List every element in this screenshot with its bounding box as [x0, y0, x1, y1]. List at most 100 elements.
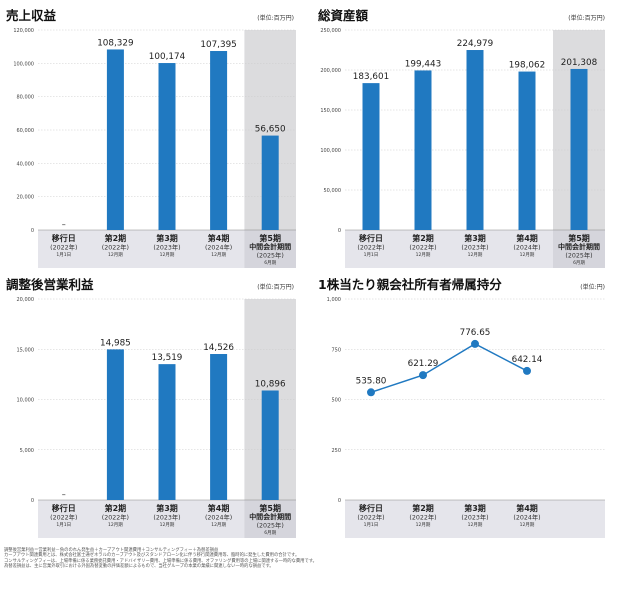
x-tick-month: 12月期 — [160, 252, 175, 258]
y-tick-label: 0 — [338, 228, 341, 234]
y-tick-label: 150,000 — [320, 108, 341, 114]
y-tick-label: 200,000 — [320, 68, 341, 74]
x-tick-period2: 中間会計期間 — [249, 512, 291, 521]
x-tick-month: 12月期 — [211, 252, 226, 258]
x-axis-band — [38, 230, 296, 268]
x-tick-month: 12月期 — [416, 522, 431, 528]
footnote-line: カーブアウト関連費用とは、株式会社富士通ゼネラルのカーブアウト及びスタンドアロー… — [4, 553, 300, 559]
series-line — [370, 343, 528, 394]
data-label: 183,601 — [353, 72, 389, 82]
x-tick-month: 1月1日 — [56, 252, 71, 258]
data-label: 14,985 — [100, 338, 131, 348]
x-tick-month: 12月期 — [416, 252, 431, 258]
bar — [158, 63, 176, 230]
x-tick-month: 12月期 — [108, 252, 123, 258]
chart-unit: (単位:円) — [580, 283, 605, 291]
data-label: 14,526 — [203, 343, 234, 353]
x-tick-year: (2025年) — [565, 251, 592, 260]
x-tick-period: 第2期 — [412, 503, 434, 513]
x-tick-period: 第3期 — [156, 503, 178, 513]
x-tick-period: 第4期 — [516, 233, 538, 243]
data-label: 535.80 — [356, 376, 387, 386]
x-tick-period2: 中間会計期間 — [249, 242, 291, 251]
data-label: 642.14 — [512, 355, 543, 365]
x-tick-period: 第3期 — [464, 233, 486, 243]
footnote: 調整後営業利益＝営業利益－負ののれん発生益＋カーブアウト関連費用＋コンサルティン… — [4, 548, 624, 569]
data-label: 621.29 — [408, 359, 439, 369]
bar — [261, 390, 279, 500]
bar — [210, 51, 228, 231]
y-tick-label: 500 — [331, 398, 341, 404]
bar — [210, 354, 228, 500]
y-tick-label: 50,000 — [324, 188, 342, 194]
bar — [158, 364, 176, 500]
x-tick-period: 第2期 — [412, 233, 434, 243]
x-tick-year: (2022年) — [102, 243, 129, 252]
x-tick-year: (2024年) — [513, 243, 540, 252]
data-label: – — [62, 220, 66, 229]
y-tick-label: 100,000 — [13, 61, 34, 67]
x-tick-period: 第5期 — [259, 503, 281, 513]
y-tick-label: 80,000 — [17, 95, 35, 101]
y-tick-label: 250 — [331, 448, 341, 454]
data-label: 198,062 — [509, 61, 545, 71]
bar — [106, 49, 124, 231]
y-tick-label: 0 — [31, 228, 34, 234]
x-tick-month: 12月期 — [520, 252, 535, 258]
x-tick-period: 第5期 — [568, 233, 590, 243]
x-tick-month: 12月期 — [211, 522, 226, 528]
y-tick-label: 60,000 — [17, 128, 35, 134]
x-tick-period: 移行日 — [359, 233, 383, 243]
y-tick-label: 100,000 — [320, 148, 341, 154]
chart-3: 1株当たり親会社所有者帰属持分 (単位:円)02505007501,000移行日(… — [318, 277, 605, 538]
x-tick-year: (2022年) — [409, 513, 436, 522]
x-tick-period: 移行日 — [52, 503, 76, 513]
x-tick-year: (2022年) — [357, 243, 384, 252]
y-tick-label: 20,000 — [17, 297, 35, 303]
x-tick-period: 第4期 — [208, 503, 230, 513]
footnote-line: コンサルティングフィーは、上場準備に係る業務委託費用・アドバイザリー費用、上場準… — [4, 558, 317, 564]
bar — [414, 70, 432, 230]
y-tick-label: 5,000 — [20, 448, 34, 454]
bar — [518, 71, 536, 230]
chart-unit: (単位:百万円) — [568, 14, 605, 22]
data-label: 108,329 — [97, 38, 133, 48]
data-label: – — [62, 490, 66, 499]
bar — [106, 349, 124, 500]
y-tick-label: 1,000 — [327, 297, 341, 303]
chart-title: 売上収益 — [6, 8, 57, 23]
x-tick-month: 1月1日 — [56, 522, 71, 528]
y-tick-label: 10,000 — [17, 398, 35, 404]
x-tick-month: 1月1日 — [364, 252, 379, 258]
x-tick-year: (2025年) — [257, 251, 284, 260]
y-tick-label: 0 — [31, 498, 34, 504]
chart-unit: (単位:百万円) — [257, 14, 294, 22]
x-tick-year: (2023年) — [461, 243, 488, 252]
data-label: 199,443 — [405, 59, 441, 69]
x-tick-year: (2022年) — [357, 513, 384, 522]
x-tick-year: (2023年) — [153, 243, 180, 252]
x-tick-period: 第5期 — [259, 233, 281, 243]
data-label: 776.65 — [460, 328, 491, 338]
x-tick-month: 12月期 — [468, 522, 483, 528]
x-tick-month: 1月1日 — [364, 522, 379, 528]
data-label: 10,896 — [255, 379, 286, 389]
x-axis-band — [38, 500, 296, 538]
data-point — [419, 371, 427, 380]
chart-unit: (単位:百万円) — [257, 283, 294, 291]
x-tick-period: 第3期 — [156, 233, 178, 243]
data-point — [471, 339, 479, 348]
data-label: 13,519 — [152, 353, 183, 363]
x-tick-period: 第3期 — [464, 503, 486, 513]
footnote-line: 調整後営業利益＝営業利益－負ののれん発生益＋カーブアウト関連費用＋コンサルティン… — [4, 548, 219, 553]
y-tick-label: 40,000 — [17, 161, 35, 167]
x-tick-period: 移行日 — [52, 233, 76, 243]
x-tick-month: 6月期 — [264, 260, 276, 266]
x-tick-month: 12月期 — [108, 522, 123, 528]
x-tick-year: (2025年) — [257, 521, 284, 530]
footnote-line: 為替差損益は、主に営業外取引における外国為替変動の評価差額によるもので、当社グル… — [4, 563, 274, 569]
x-tick-year: (2022年) — [50, 243, 77, 252]
bar — [466, 50, 484, 230]
data-point — [367, 388, 375, 397]
